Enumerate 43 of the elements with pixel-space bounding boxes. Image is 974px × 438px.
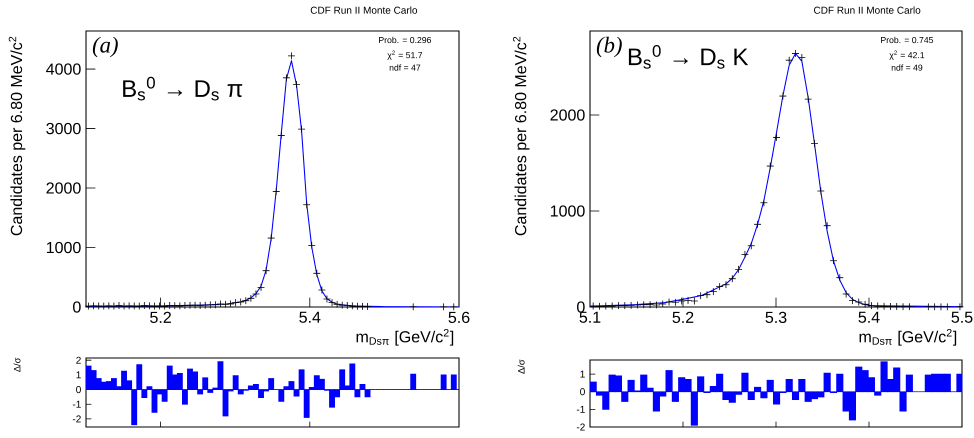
- y-tick-label: -2: [576, 423, 585, 430]
- y-tick-label: 1000: [46, 242, 81, 254]
- annotation: Prob. = 0.296: [379, 36, 432, 44]
- y-tick-label: -1: [576, 406, 585, 413]
- annotation: B$_{s}$$^{0}$ → D$_{s}$ π: [123, 76, 242, 100]
- x-tick-label: 5.2: [150, 312, 171, 324]
- annotation: ndf = 49: [892, 64, 922, 71]
- y-tick-label: 1: [76, 371, 81, 378]
- chart-title: CDF Run II Monte Carlo: [310, 6, 418, 14]
- y-axis-title: Δ/σ: [518, 360, 525, 374]
- x-tick-label: 5.3: [766, 312, 786, 324]
- x-tick-label: 5.2: [672, 312, 694, 324]
- annotation: ndf = 47: [390, 64, 420, 71]
- x-tick-label: 5.4: [299, 312, 320, 323]
- annotation: Prob. = 0.745: [881, 36, 934, 44]
- annotation: B$_{s}$$^{0}$ → D$_{s}$ K: [628, 45, 748, 69]
- y-tick-label: 2000: [46, 182, 81, 194]
- x-tick-label: 5.5: [952, 312, 972, 323]
- chart-title: CDF Run II Monte Carlo: [814, 6, 920, 14]
- y-tick-label: -1: [72, 400, 81, 408]
- annotation: χ$^{2}$ = 42.1: [889, 50, 924, 60]
- y-axis-title: Candidates per 6.80 MeV/c$^{2}$: [8, 36, 26, 236]
- y-tick-label: 0: [577, 301, 585, 313]
- annotation: (a): [92, 36, 118, 58]
- x-tick-label: 5.4: [858, 312, 880, 323]
- y-tick-label: 0: [76, 386, 81, 394]
- y-tick-label: 1000: [550, 205, 585, 217]
- y-tick-label: 2000: [550, 109, 585, 121]
- y-tick-label: 3000: [46, 122, 81, 134]
- y-tick-label: 0: [580, 388, 585, 396]
- x-axis-title: m$_{Dsπ}$ [GeV/c$^{2}$]: [860, 329, 956, 346]
- x-tick-label: 5.1: [580, 312, 600, 323]
- y-tick-label: 2: [76, 356, 81, 364]
- y-axis-title: Candidates per 6.80 MeV/c$^{2}$: [512, 36, 530, 236]
- y-tick-label: 1: [580, 370, 585, 378]
- y-axis-title: Δ/σ: [14, 358, 20, 372]
- y-tick-label: -2: [72, 415, 81, 422]
- annotation: (b): [596, 36, 622, 58]
- annotation: χ$^{2}$ = 51.7: [387, 50, 422, 60]
- x-tick-label: 5.6: [448, 312, 470, 324]
- y-tick-label: 4000: [46, 63, 81, 75]
- x-axis-title: m$_{Dsπ}$ [GeV/c$^{2}$]: [356, 329, 454, 346]
- y-tick-label: 0: [73, 301, 81, 313]
